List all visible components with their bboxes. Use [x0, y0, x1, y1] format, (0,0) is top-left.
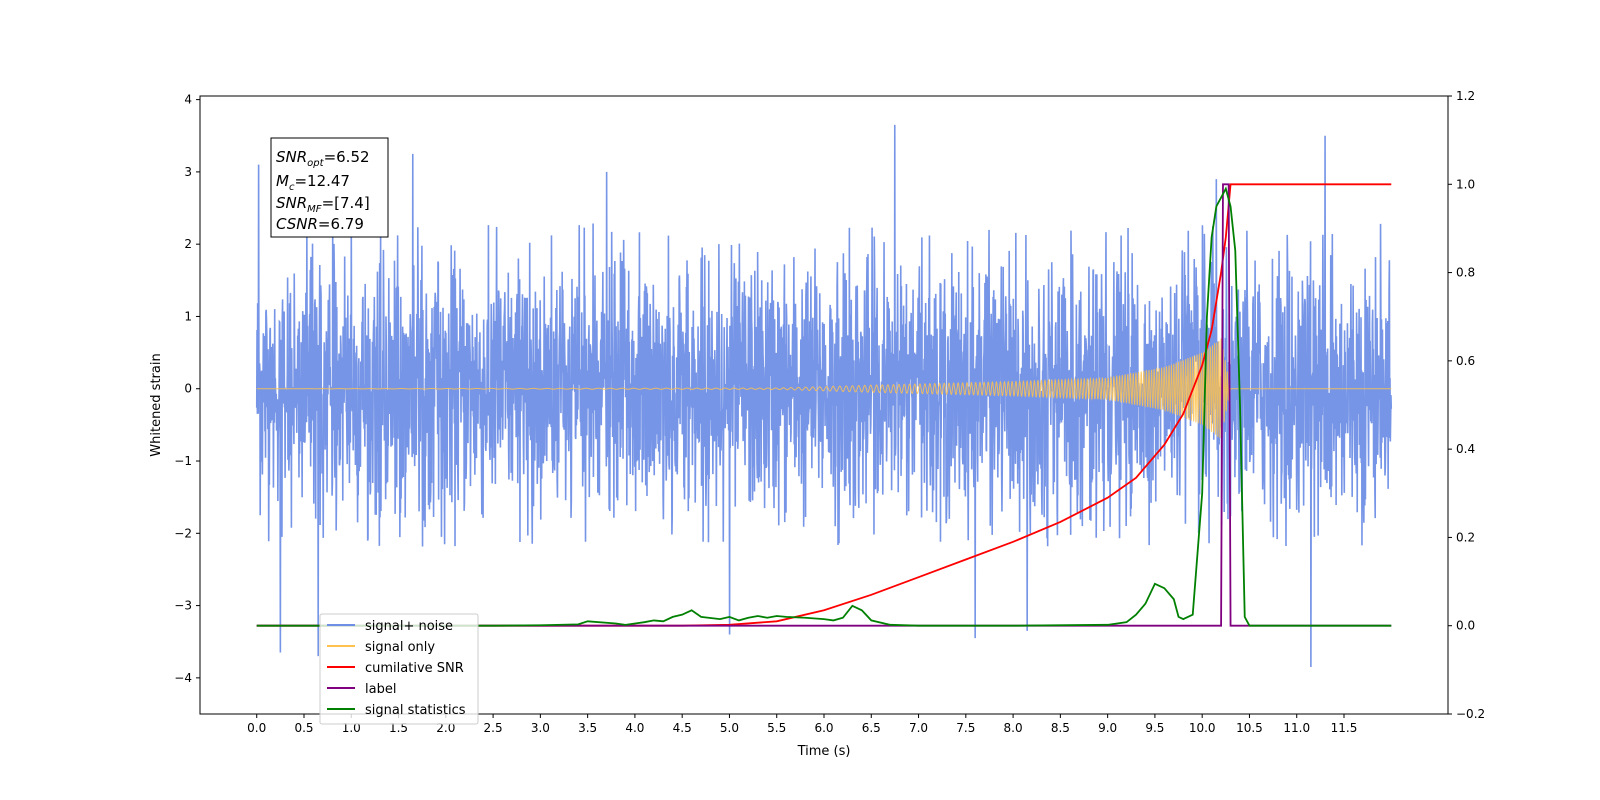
- x-tick-label: 0.5: [294, 721, 313, 735]
- x-tick-label: 2.5: [484, 721, 503, 735]
- y-tick-label: 2: [184, 237, 192, 251]
- y2-tick-label: 1.0: [1456, 177, 1475, 191]
- x-tick-label: 7.0: [909, 721, 928, 735]
- legend-label: signal only: [365, 640, 435, 655]
- y-tick-label: 1: [184, 309, 192, 323]
- series-signal-statistics: [256, 186, 1392, 627]
- y-tick-label: −2: [174, 526, 192, 540]
- y2-tick-label: 0.6: [1456, 354, 1475, 368]
- legend-item: signal only: [327, 640, 435, 655]
- y-tick-label: 3: [184, 165, 192, 179]
- plot-area: [255, 124, 1393, 668]
- x-tick-label: 9.5: [1145, 721, 1164, 735]
- statistics-box: SNRopt=6.52 Mc=12.47 SNRMF=[7.4] CSNR=6.…: [270, 137, 389, 238]
- x-tick-label: 9.0: [1098, 721, 1117, 735]
- y-tick-label: −4: [174, 671, 192, 685]
- y2-tick-label: 0.8: [1456, 266, 1475, 280]
- y-axis-label: Whitened strain: [149, 353, 164, 456]
- x-tick-label: 10.5: [1236, 721, 1263, 735]
- x-tick-label: 5.5: [767, 721, 786, 735]
- y-axis-left: 4 3 2 1 0 −1 −2 −3 −4: [174, 93, 200, 685]
- y-axis-right: 1.2 1.0 0.8 0.6 0.4 0.2 0.0 −0.2: [1448, 89, 1485, 721]
- x-tick-label: 3.5: [578, 721, 597, 735]
- stat-line-csnr: CSNR=6.79: [276, 215, 364, 233]
- legend-label: signal+ noise: [365, 619, 453, 634]
- y-tick-label: 0: [184, 382, 192, 396]
- y2-tick-label: 0.2: [1456, 530, 1475, 544]
- x-tick-label: 8.0: [1004, 721, 1023, 735]
- legend: signal+ noise signal only cumilative SNR la…: [319, 613, 479, 725]
- series-signal-noise: [255, 124, 1393, 668]
- x-tick-label: 6.5: [862, 721, 881, 735]
- stat-line-snr-mf: SNRMF=[7.4]: [276, 194, 370, 215]
- x-tick-label: 8.5: [1051, 721, 1070, 735]
- series-signal-only: [256, 338, 1392, 439]
- legend-item: label: [327, 682, 396, 697]
- legend-label: label: [365, 682, 396, 697]
- x-tick-label: 3.0: [531, 721, 550, 735]
- x-tick-label: 4.0: [625, 721, 644, 735]
- legend-label: signal statistics: [365, 703, 466, 718]
- x-tick-label: 4.5: [673, 721, 692, 735]
- stat-line-mc: Mc=12.47: [276, 172, 350, 193]
- x-tick-label: 10.0: [1189, 721, 1216, 735]
- y-tick-label: −3: [174, 599, 192, 613]
- y2-tick-label: 0.4: [1456, 442, 1475, 456]
- stat-line-snr-opt: SNRopt=6.52: [276, 148, 370, 169]
- y2-tick-label: 0.0: [1456, 619, 1475, 633]
- x-tick-label: 11.0: [1283, 721, 1310, 735]
- x-tick-label: 11.5: [1331, 721, 1358, 735]
- x-tick-label: 7.5: [956, 721, 975, 735]
- x-axis: 0.0 0.5 1.0 1.5 2.0 2.5 3.0 3.5 4.0 4.5 5.0 5.5 6.0 6…: [247, 714, 1357, 735]
- series-cumilative-snr: [256, 183, 1392, 627]
- x-tick-label: 5.0: [720, 721, 739, 735]
- x-tick-label: 6.0: [814, 721, 833, 735]
- x-axis-label: Time (s): [797, 744, 851, 759]
- legend-item: signal statistics: [327, 703, 466, 718]
- legend-label: cumilative SNR: [365, 661, 464, 676]
- legend-item: cumilative SNR: [327, 661, 464, 676]
- legend-item: signal+ noise: [327, 619, 453, 634]
- y-tick-label: −1: [174, 454, 192, 468]
- x-tick-label: 0.0: [247, 721, 266, 735]
- y2-tick-label: 1.2: [1456, 89, 1475, 103]
- y2-tick-label: −0.2: [1456, 707, 1485, 721]
- y-tick-label: 4: [184, 93, 192, 107]
